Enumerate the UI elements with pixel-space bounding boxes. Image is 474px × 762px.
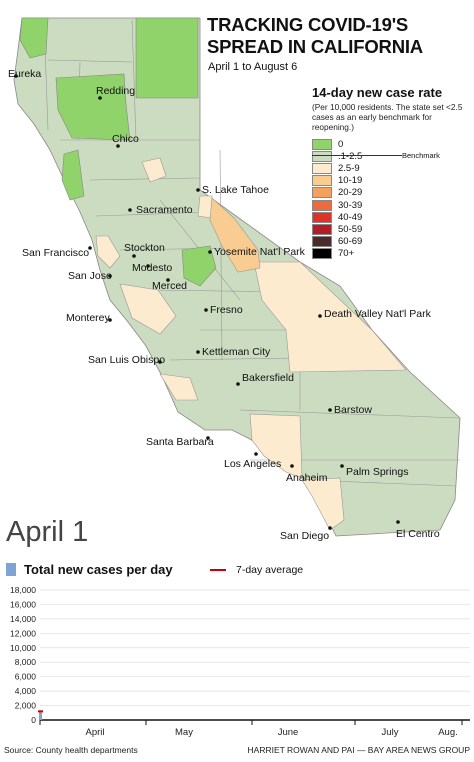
city-label: Death Valley Nat'l Park xyxy=(324,308,431,320)
legend-swatch xyxy=(312,187,332,199)
legend-swatch xyxy=(312,150,332,162)
moderate-rate-counties xyxy=(209,197,261,273)
current-date-label: April 1 xyxy=(6,516,89,548)
bar-series-legend: Total new cases per day xyxy=(6,562,173,577)
legend-swatch xyxy=(312,248,332,260)
city-label: El Centro xyxy=(396,528,440,540)
city-label: S. Lake Tahoe xyxy=(202,184,269,196)
city-markers xyxy=(14,74,400,530)
city-label: Anaheim xyxy=(286,472,328,484)
month-label: July xyxy=(382,727,399,738)
y-tick-label: 12,000 xyxy=(10,628,36,638)
legend-item-label: 0 xyxy=(338,138,344,150)
legend-item: 50-59 xyxy=(312,223,472,235)
legend-swatch xyxy=(312,199,332,211)
rate-legend: 14-day new case rate (Per 10,000 residen… xyxy=(312,85,472,260)
city-label: San Francisco xyxy=(22,247,90,259)
y-tick-label: 16,000 xyxy=(10,599,36,609)
y-tick-label: 18,000 xyxy=(10,585,36,595)
legend-item-label: 40-49 xyxy=(338,211,363,223)
city-label: Sacramento xyxy=(136,204,193,216)
y-tick-label: 8,000 xyxy=(15,657,37,667)
y-tick-label: 14,000 xyxy=(10,614,36,624)
y-tick-label: 0 xyxy=(31,715,36,725)
city-label: San Luis Obispo xyxy=(88,354,166,366)
benchmark-label: Benchmark xyxy=(402,151,440,160)
city-label: Kettleman City xyxy=(202,346,271,358)
city-label: Redding xyxy=(96,85,136,97)
legend-item-label: 20-29 xyxy=(338,187,363,199)
legend-item-label: 50-59 xyxy=(338,223,363,235)
legend-item-label: 70+ xyxy=(338,248,355,260)
city-label: Eureka xyxy=(8,68,42,80)
california-outline xyxy=(13,17,461,537)
city-label: Palm Springs xyxy=(346,466,409,478)
month-label: June xyxy=(278,727,299,738)
y-tick-label: 6,000 xyxy=(15,672,37,682)
legend-item: 60-69 xyxy=(312,236,472,248)
legend-item-label: 60-69 xyxy=(338,236,363,248)
city-label: Chico xyxy=(112,133,139,145)
author-credit: HARRIET ROWAN AND PAI — BAY AREA NEWS GR… xyxy=(247,745,470,755)
legend-item: 0 xyxy=(312,138,472,150)
legend-swatch xyxy=(312,138,332,150)
city-label: Fresno xyxy=(210,304,243,316)
legend-item-label: .1-2.5 xyxy=(338,150,363,162)
city-label: Barstow xyxy=(334,404,372,416)
city-label: Monterey xyxy=(66,312,110,324)
legend-items: 0.1-2.5 2.5-9 10-19 20-29 30-39 40-49 50-59 60-… xyxy=(312,138,472,260)
legend-item: 70+ xyxy=(312,248,472,260)
bar-series-label: Total new cases per day xyxy=(24,562,173,577)
source-credit: Source: County health departments xyxy=(4,745,138,755)
city-label: Modesto xyxy=(132,262,173,274)
legend-item: 2.5-9 xyxy=(312,162,472,174)
legend-swatch xyxy=(312,211,332,223)
benchmark-line xyxy=(312,155,402,156)
city-label: San Diego xyxy=(280,530,330,542)
month-label: April xyxy=(85,727,104,738)
city-label: San Jose xyxy=(68,270,112,282)
legend-swatch xyxy=(312,236,332,248)
city-label: Santa Barbara xyxy=(146,436,214,448)
month-label: May xyxy=(175,727,193,738)
light-rate-counties xyxy=(95,157,407,531)
city-label: Yosemite Nat'l Park xyxy=(214,246,305,258)
average-series-legend: 7-day average xyxy=(210,564,303,576)
legend-item-label: 2.5-9 xyxy=(338,162,360,174)
california-county-map xyxy=(13,17,461,537)
map-title: TRACKING COVID-19'S SPREAD IN CALIFORNIA xyxy=(207,14,423,57)
city-label: Los Angeles xyxy=(224,458,282,470)
bar-series-swatch xyxy=(6,563,16,576)
daily-cases-chart: 0 2,000 4,000 6,000 8,000 10,000 12,000 14,000 1… xyxy=(10,585,470,738)
legend-swatch xyxy=(312,175,332,187)
city-label: Merced xyxy=(152,280,188,292)
legend-item-label: 30-39 xyxy=(338,199,363,211)
legend-note: (Per 10,000 residents. The state set <2.… xyxy=(312,102,463,132)
average-series-swatch xyxy=(210,569,226,571)
y-tick-label: 2,000 xyxy=(15,701,37,711)
legend-item: .1-2.5 xyxy=(312,150,472,162)
y-tick-label: 4,000 xyxy=(15,686,37,696)
legend-item-label: 10-19 xyxy=(338,175,363,187)
month-label: Aug. xyxy=(438,727,458,738)
average-series-label: 7-day average xyxy=(236,564,304,576)
legend-item: 20-29 xyxy=(312,187,472,199)
legend-item: 30-39 xyxy=(312,199,472,211)
zero-rate-counties xyxy=(19,17,217,287)
legend-item: 10-19 xyxy=(312,175,472,187)
legend-swatch xyxy=(312,162,332,174)
legend-item: 40-49 xyxy=(312,211,472,223)
daily-cases-bar xyxy=(39,711,42,720)
map-subtitle: April 1 to August 6 xyxy=(208,61,298,73)
y-tick-label: 10,000 xyxy=(10,643,36,653)
benchmark-marker: Benchmark xyxy=(312,151,472,161)
seven-day-average-point xyxy=(38,710,43,713)
legend-title: 14-day new case rate xyxy=(312,85,443,100)
city-label: Bakersfield xyxy=(242,372,294,384)
city-label: Stockton xyxy=(124,242,165,254)
legend-swatch xyxy=(312,223,332,235)
